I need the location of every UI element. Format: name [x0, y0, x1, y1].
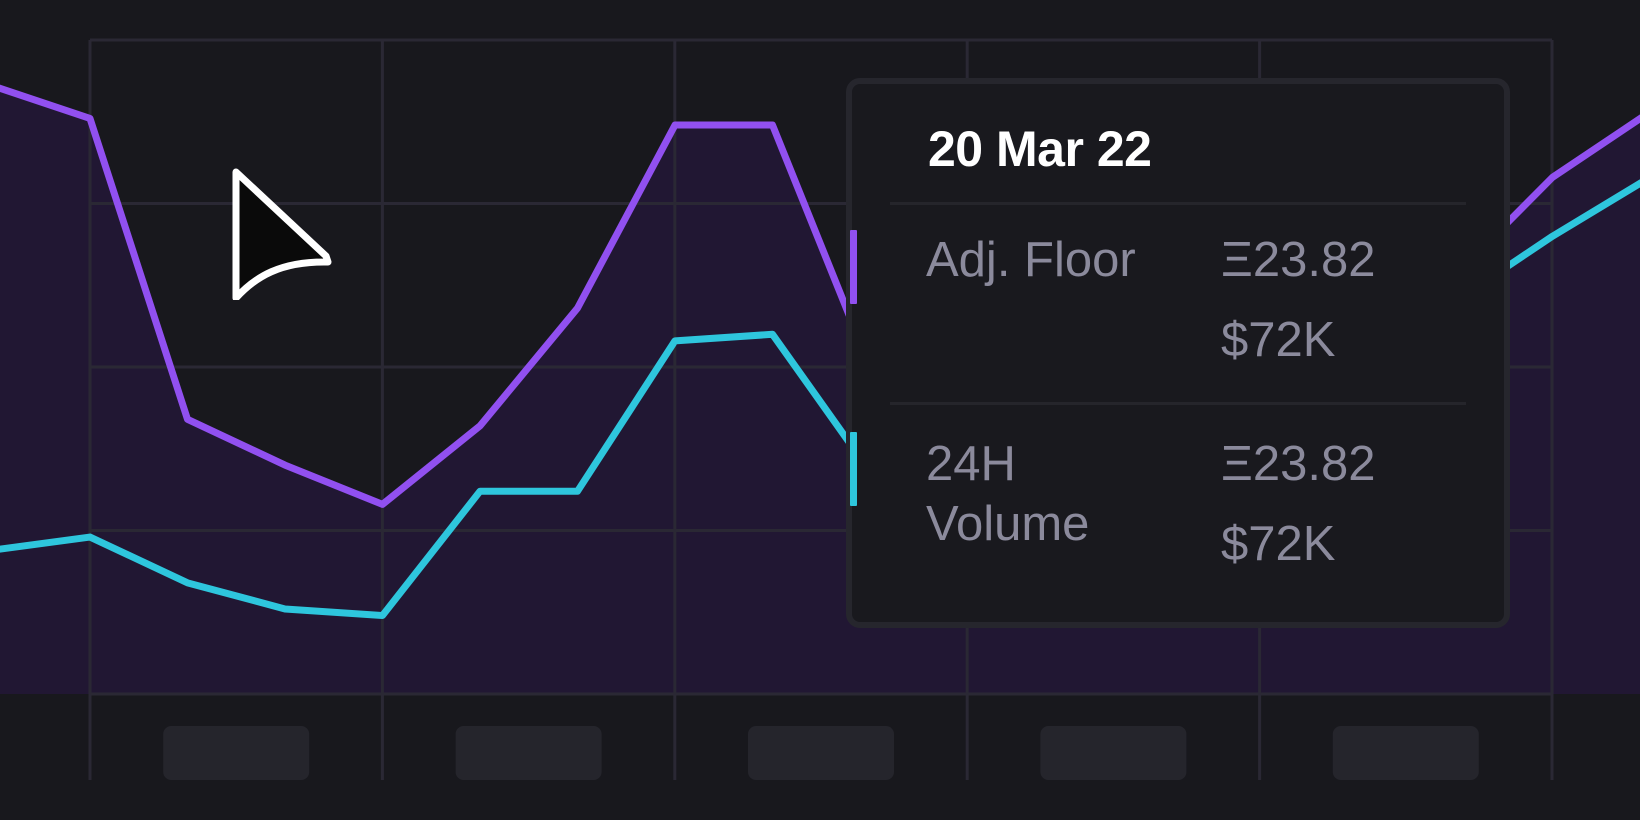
- x-tick-label-placeholder: [163, 726, 310, 780]
- tooltip-value-eth: Ξ23.82: [1221, 233, 1376, 287]
- x-tick-label-placeholder: [1040, 726, 1187, 780]
- x-tick-label-placeholder: [1332, 726, 1479, 780]
- tooltip-value-usd: $72K: [1221, 517, 1336, 571]
- series-color-marker: [850, 432, 857, 506]
- tooltip-divider: [890, 402, 1466, 405]
- tooltip-label-adj-floor: Adj. Floor: [926, 233, 1136, 287]
- tooltip-label-volume: Volume: [926, 497, 1090, 551]
- tooltip-label-24h: 24H: [926, 437, 1016, 491]
- x-tick-label-placeholder: [455, 726, 602, 780]
- chart-tooltip: 20 Mar 22 Adj. Floor Ξ23.82 $72K 24H Vol…: [846, 78, 1510, 628]
- tooltip-divider: [890, 202, 1466, 205]
- tooltip-value-usd: $72K: [1221, 313, 1336, 367]
- arrow-pointer-icon: [232, 168, 332, 300]
- x-tick-label-placeholder: [748, 726, 894, 780]
- series-color-marker: [850, 230, 857, 304]
- tooltip-value-eth: Ξ23.82: [1221, 437, 1376, 491]
- tooltip-date: 20 Mar 22: [928, 121, 1152, 177]
